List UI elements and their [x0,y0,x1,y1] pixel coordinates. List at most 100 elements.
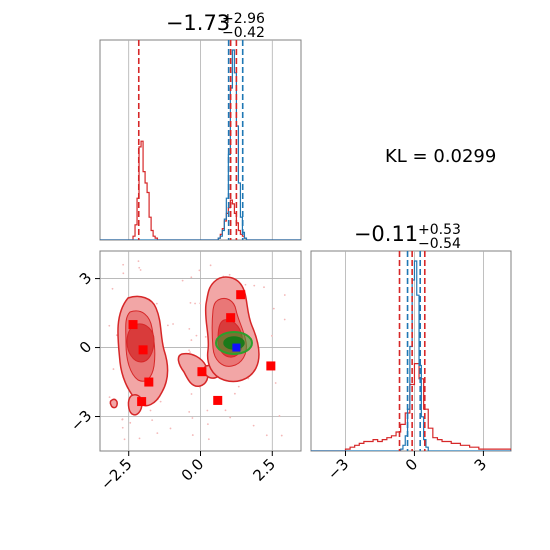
joint-sample-dot [123,438,126,441]
joint-sample-dot [228,273,231,276]
joint-sample-dot [199,302,202,305]
joint-sample-dot [139,269,142,271]
joint-sample-dot [121,426,124,429]
joint-sample-dot [194,302,196,305]
joint-red-squares [128,290,276,407]
joint-sample-dot [278,414,281,417]
joint-sample-dot [199,386,201,389]
joint-sample-dot [149,409,152,412]
joint-sample-dot [190,339,193,341]
joint-sample-dot [188,411,191,413]
marginal-y-frame [310,250,512,452]
joint-red-square [236,290,246,300]
joint-sample-dot [155,302,158,305]
joint-red-square [137,397,147,407]
joint-sample-dot [229,416,232,419]
joint-sample-dot [253,284,256,287]
joint-x-tick-label: 0.0 [178,455,208,485]
joint-blue-marker [232,343,241,352]
joint-sample-dot [189,301,192,304]
marginal-y-title-sup: +0.53 [418,222,461,238]
marginal-x-quantiles [137,40,244,240]
joint-red-square [138,345,148,355]
joint-sample-dot [112,368,115,370]
joint-sample-dot [252,424,255,427]
joint-sample-dot [263,286,265,289]
joint-sample-dot [138,437,141,440]
marginal-y-series-red [311,363,511,451]
joint-sample-dot [151,419,154,422]
joint-sample-dot [169,427,172,430]
joint-sample-dot [156,432,159,435]
marginal-y-series [311,260,511,451]
marginal-x-grid [128,40,273,240]
contour-left-inner [126,323,155,363]
joint-red-square [226,313,236,323]
joint-sample-dot [265,434,268,437]
joint-sample-dot [166,324,169,327]
joint-sample-dot [283,318,286,321]
joint-sample-dot [206,423,209,425]
marginal-y-x-tick-label: 3 [471,455,490,474]
joint-sample-dot [159,400,162,403]
joint-blue-square [232,343,241,352]
joint-sample-dot [206,409,209,412]
contour-left-speck [109,398,118,409]
joint-sample-dot [181,279,184,282]
joint-sample-dot [271,334,273,337]
joint-sample-dot [195,334,198,337]
joint-panel: −2.5 0.0 2.5 3 0 −3 [67,250,302,494]
joint-sample-dot [224,409,227,412]
joint-x-ticks: −2.5 0.0 2.5 [97,451,279,494]
marginal-y-quantiles [398,251,426,451]
joint-sample-dot [137,260,140,263]
joint-sample-dot [198,269,201,272]
joint-sample-dot [122,272,125,275]
joint-sample-dot [274,382,277,384]
joint-red-square [197,367,207,377]
joint-sample-dot [283,294,286,296]
joint-sample-dot [188,349,190,352]
joint-sample-dot [272,307,275,310]
joint-red-square [144,377,154,387]
joint-sample-dot [207,438,210,441]
joint-sample-dot [122,263,125,266]
marginal-y-title-main: −0.11 [354,222,418,246]
joint-sample-dot [237,385,240,388]
marginal-y-x-ticks: −3 0 3 [324,451,490,483]
marginal-y-title-sub: −0.54 [418,236,461,252]
joint-sample-dot [121,418,124,421]
joint-x-tick-label: 2.5 [250,455,280,485]
marginal-x-title-sub: −0.42 [222,25,265,41]
joint-x-tick-label: −2.5 [97,455,135,493]
joint-sample-dot [204,335,207,338]
marginal-y-title: −0.11 [354,222,418,246]
joint-sample-dot [108,396,111,399]
kl-annotation: KL = 0.0299 [385,146,497,167]
joint-sample-dot [111,287,114,290]
marginal-y-panel: −3 0 3 −0.11 +0.53 −0.54 [310,222,512,483]
joint-sample-dot [138,266,141,269]
joint-sample-dot [129,421,132,424]
joint-y-ticks: 3 0 −3 [67,269,100,435]
joint-sample-dot [172,323,174,325]
joint-sample-dot [188,327,191,330]
joint-red-square [128,320,138,330]
marginal-x-title-main: −1.73 [166,11,230,35]
joint-sample-dot [189,351,191,354]
joint-y-tick-label: 0 [76,338,95,357]
marginal-x-title-sup: +2.96 [222,11,265,27]
marginal-y-x-tick-label: −3 [324,455,352,483]
joint-sample-dot [190,393,193,395]
joint-sample-dot [190,276,193,279]
joint-y-tick-label: −3 [67,407,95,435]
joint-red-square [213,395,223,405]
joint-sample-dot [108,324,111,327]
joint-sample-dot [280,434,283,437]
joint-red-square [266,361,276,371]
marginal-y-x-tick-label: 0 [402,455,421,474]
joint-sample-dot [191,417,194,419]
marginal-x-title: −1.73 [166,11,230,35]
joint-sample-dot [209,264,212,267]
